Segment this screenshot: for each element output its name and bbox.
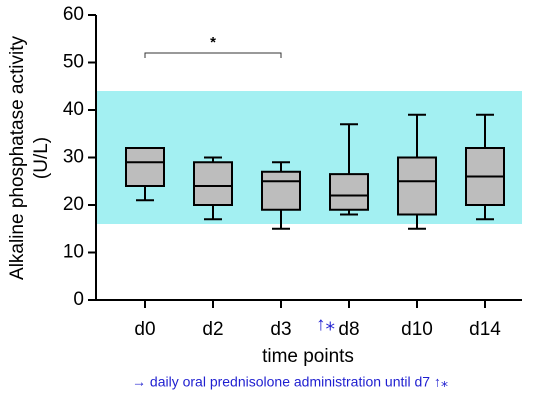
y-tick-label: 20 [63,194,84,215]
box [397,156,437,216]
x-tick-label: d0 [134,319,155,340]
y-tick-label: 0 [73,289,84,310]
footnote: → daily oral prednisolone administration… [132,374,448,390]
y-tick-label: 10 [63,242,84,263]
x-tick-label: d2 [202,319,223,340]
y-tick-label: 50 [63,52,84,73]
y-axis-label: Alkaline phosphatase activity [7,36,28,280]
x-tick-label: d3 [270,319,291,340]
box [261,170,301,211]
y-tick-label: 60 [63,4,84,25]
y-tick-label: 30 [63,147,84,168]
x-tick-label: d8 [338,319,359,340]
x-axis-label: time points [262,346,354,367]
x-tick-label: d10 [401,319,433,340]
reference-band [96,91,522,224]
box [193,161,233,206]
y-tick-label: 40 [63,99,84,120]
box [329,173,369,211]
y-axis-label: (U/L) [31,137,52,179]
marker: ↑⁎ [316,314,335,335]
significance-label: * [210,34,216,51]
x-tick-label: d14 [469,319,501,340]
significance-bracket [144,52,282,58]
box [125,147,165,187]
